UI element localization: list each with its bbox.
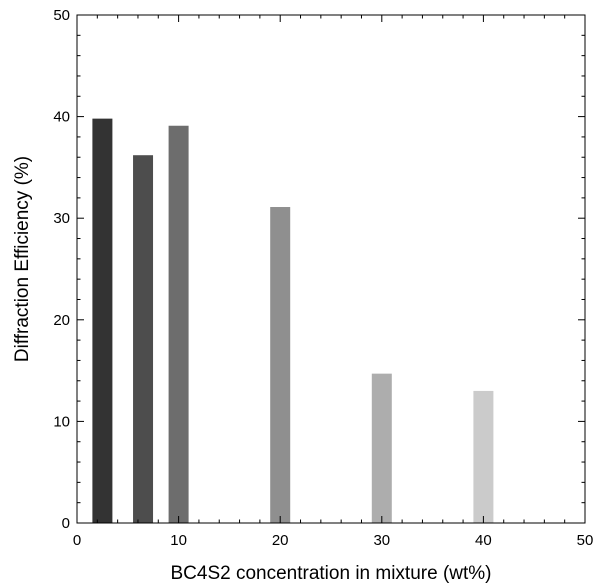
bar-3 [270, 207, 291, 523]
y-tick-label-2: 20 [53, 312, 70, 329]
bar-4 [371, 373, 392, 523]
bar-2 [168, 125, 189, 524]
y-tick-label-4: 40 [53, 109, 70, 126]
bar-1 [133, 155, 154, 523]
bars-layer [92, 118, 494, 524]
y-tick-label-3: 30 [53, 210, 70, 227]
x-tick-label-5: 50 [577, 532, 594, 549]
y-tick-label-5: 50 [53, 7, 70, 24]
x-axis-title: BC4S2 concentration in mixture (wt%) [170, 563, 491, 584]
y-tick-label-0: 0 [62, 515, 70, 532]
x-tick-label-1: 10 [170, 532, 187, 549]
x-tick-label-4: 40 [475, 532, 492, 549]
tick-labels-layer: 0 10 20 30 40 50 0 10 20 30 40 50 [53, 7, 593, 549]
y-axis-title: Diffraction Efficiency (%) [12, 156, 33, 362]
bar-5 [473, 390, 494, 523]
bar-0 [92, 118, 113, 523]
y-tick-label-1: 10 [53, 413, 70, 430]
x-tick-label-0: 0 [73, 532, 81, 549]
x-tick-label-3: 30 [373, 532, 390, 549]
ticks-layer [76, 14, 586, 524]
x-tick-label-2: 20 [272, 532, 289, 549]
plot-frame [76, 14, 586, 524]
